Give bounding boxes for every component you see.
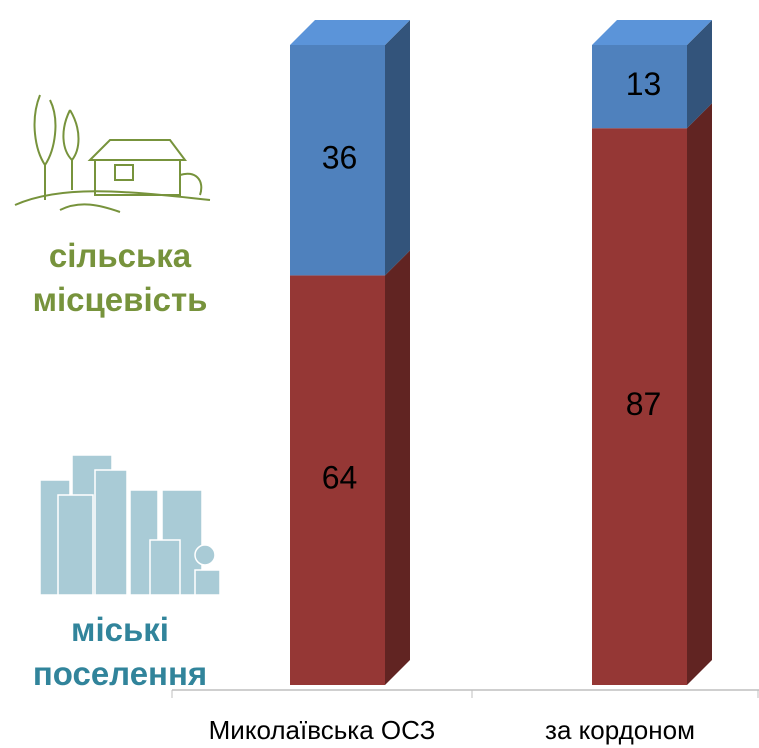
legend-label: сільська місцевість [33,237,208,318]
bar-segment [290,20,410,276]
x-tick-label: за кордоном [545,715,695,745]
data-label: 64 [322,460,358,496]
bar-side [687,103,712,685]
x-tick-label: Миколаївська ОСЗ [209,715,436,745]
bar-front [290,45,385,276]
data-label: 13 [626,66,662,102]
bar-segment [290,250,410,685]
data-label: 87 [626,386,662,422]
bar-segment [592,103,712,685]
bar-front [592,45,687,129]
bar-top [592,20,712,45]
bar-segment [592,20,712,129]
legend-label: міські поселення [33,611,207,692]
bar-side [385,20,410,276]
bar-side [385,250,410,685]
bar-front [592,128,687,685]
bar-side [687,20,712,129]
bar-front [290,275,385,685]
data-label: 36 [322,140,358,176]
city-icon [39,454,221,596]
village-icon [14,94,211,213]
bar-top [290,20,410,45]
